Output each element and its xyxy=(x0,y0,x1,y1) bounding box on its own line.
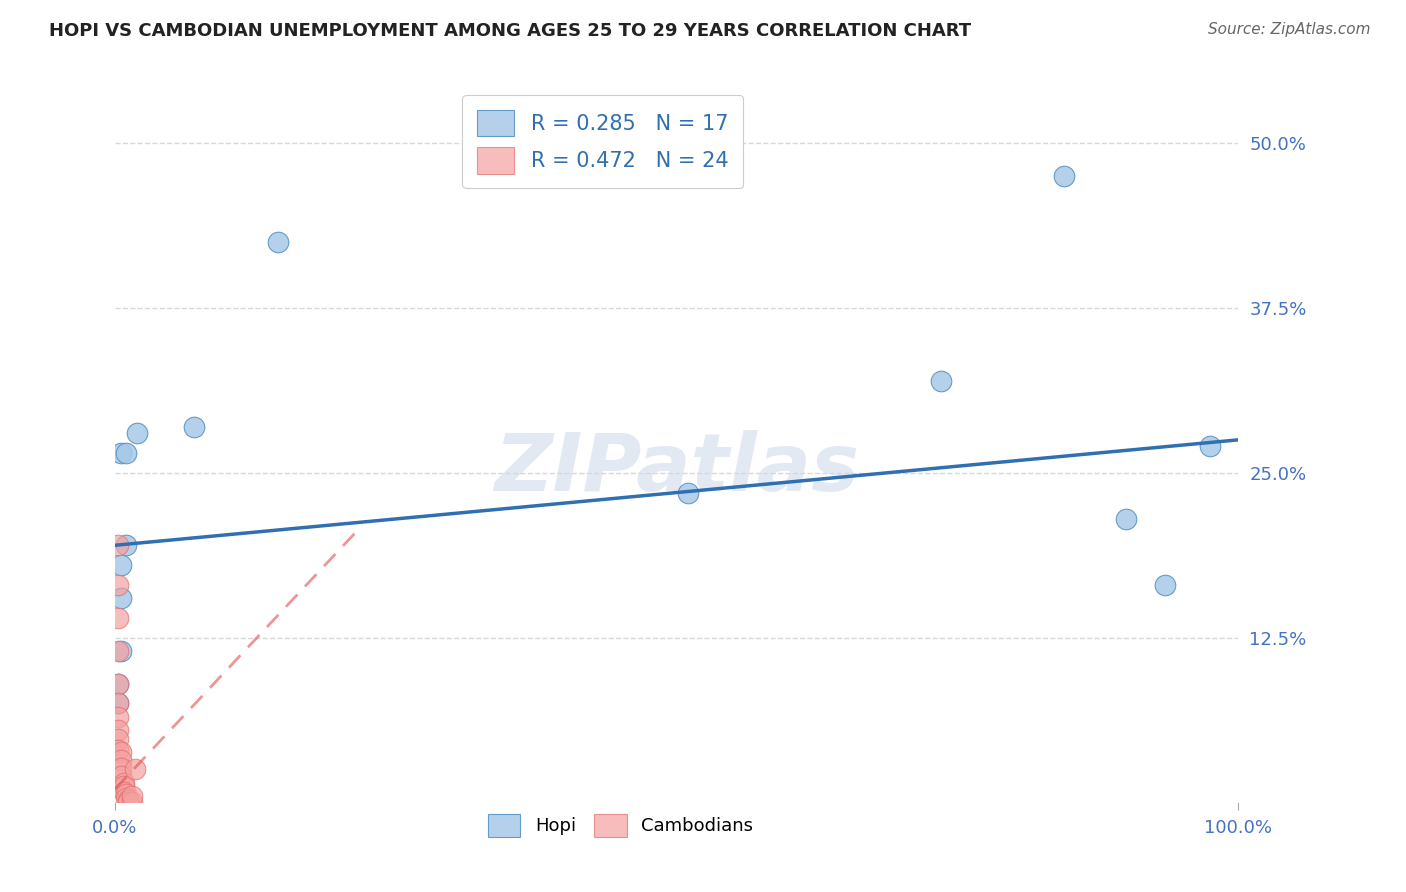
Point xyxy=(121,795,143,809)
Point xyxy=(107,538,129,552)
Point xyxy=(183,419,205,434)
Point xyxy=(929,374,952,388)
Point xyxy=(121,789,143,803)
Point xyxy=(110,753,132,767)
Point xyxy=(1199,439,1222,453)
Point xyxy=(110,643,132,657)
Point xyxy=(267,235,290,249)
Point xyxy=(110,761,132,775)
Point xyxy=(124,762,146,776)
Point xyxy=(115,791,138,805)
Point xyxy=(115,446,138,460)
Point xyxy=(117,795,139,809)
Point xyxy=(107,676,129,690)
Point xyxy=(107,742,129,756)
Text: HOPI VS CAMBODIAN UNEMPLOYMENT AMONG AGES 25 TO 29 YEARS CORRELATION CHART: HOPI VS CAMBODIAN UNEMPLOYMENT AMONG AGE… xyxy=(49,22,972,40)
Point xyxy=(110,745,132,759)
Point xyxy=(1154,578,1177,592)
Point xyxy=(107,709,129,723)
Point xyxy=(112,785,135,799)
Point xyxy=(115,788,138,802)
Point xyxy=(1115,512,1137,526)
Point xyxy=(112,775,135,789)
Point xyxy=(117,792,139,806)
Point xyxy=(107,723,129,737)
Point xyxy=(107,676,129,690)
Point xyxy=(110,558,132,572)
Point xyxy=(112,780,135,794)
Point xyxy=(110,591,132,605)
Point xyxy=(110,446,132,460)
Point xyxy=(115,538,138,552)
Point xyxy=(1053,169,1076,184)
Text: ZIPatlas: ZIPatlas xyxy=(494,430,859,508)
Point xyxy=(127,426,149,441)
Point xyxy=(107,697,129,711)
Point xyxy=(107,611,129,625)
Legend: Hopi, Cambodians: Hopi, Cambodians xyxy=(481,806,761,844)
Point xyxy=(676,485,699,500)
Point xyxy=(107,731,129,746)
Text: Source: ZipAtlas.com: Source: ZipAtlas.com xyxy=(1208,22,1371,37)
Point xyxy=(107,578,129,592)
Point xyxy=(107,697,129,711)
Point xyxy=(107,643,129,657)
Point xyxy=(110,769,132,783)
